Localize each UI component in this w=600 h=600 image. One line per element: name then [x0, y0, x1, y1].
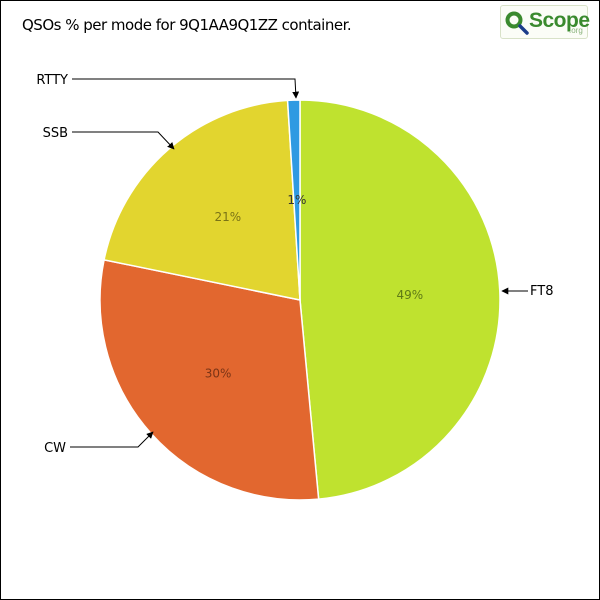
callout-line-ssb [72, 131, 175, 150]
callout-line-rtty [72, 78, 300, 99]
pct-label-ssb: 21% [215, 210, 242, 224]
slice-label-ft8: FT8 [530, 284, 553, 299]
logo-wordmark: Scope [529, 9, 590, 32]
magnifier-q-icon [505, 11, 529, 35]
pct-label-rtty: 1% [287, 193, 306, 207]
slice-label-rtty: RTTY [36, 73, 68, 88]
qscope-logo: Scope .org [500, 5, 590, 39]
slice-label-cw: CW [44, 441, 66, 456]
pie-slice-ft8 [299, 99, 501, 500]
callout-line-cw [70, 431, 154, 448]
pct-label-ft8: 49% [397, 288, 424, 302]
pct-label-cw: 30% [205, 366, 232, 380]
pie-slice-rtty [286, 99, 301, 301]
slice-label-ssb: SSB [43, 126, 68, 141]
logo-tld: .org [569, 26, 583, 35]
chart-title: QSOs % per mode for 9Q1AA9Q1ZZ container… [22, 16, 352, 34]
